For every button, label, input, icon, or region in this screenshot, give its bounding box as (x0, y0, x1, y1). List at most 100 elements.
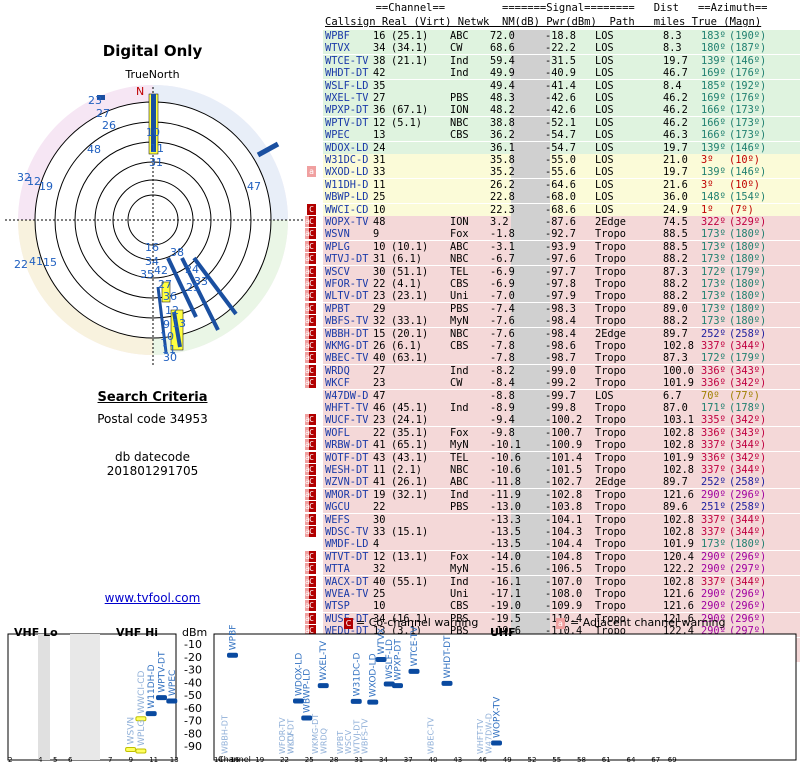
table-row[interactable]: WOPX-TV 48 ION 3.2 -87.6 2Edge 74.5 322º (329º) C… (305, 216, 800, 228)
table-row[interactable]: WBEC-TV 40 (63.1) -7.8 -98.7 Tropo 87.3 172º (17… (305, 352, 800, 365)
svg-text:32: 32 (17, 171, 31, 184)
table-row[interactable]: WPXP-DT 36 (67.1) ION 48.2 -42.6 LOS 46.2 166º (1… (305, 104, 800, 117)
table-row[interactable]: WXOD-LD 33 35.2 -55.6 LOS 19.7 139º (146º) a (305, 166, 800, 179)
table-row[interactable]: WTSP 10 CBS -19.0 -109.9 Tropo 121.6 290º (296º)… (305, 600, 800, 613)
cell-mag: (176º) (729, 92, 767, 104)
cell-real: 30 (373, 265, 386, 278)
table-row[interactable]: W47DW-D 47 -8.8 -99.7 LOS 6.7 70º (77º) (305, 389, 800, 402)
cell-virt: (67.1) (391, 104, 429, 117)
table-row[interactable]: WZVN-DT 41 (26.1) ABC -11.8 -102.7 2Edge 89.7 25… (305, 476, 800, 489)
table-row[interactable]: WPEC 13 CBS 36.2 -54.7 LOS 46.3 166º (173º) (305, 129, 800, 142)
table-row[interactable]: WSLF-LD 35 49.4 -41.4 LOS 8.4 185º (192º) (305, 79, 800, 92)
cell-path: 2Edge (595, 216, 626, 228)
cell-mag: (180º) (729, 240, 767, 253)
table-row[interactable]: WKMG-DT 26 (6.1) CBS -7.8 -98.6 Tropo 102.8 337º… (305, 340, 800, 352)
cell-nm: 48.2 (490, 104, 515, 117)
table-row[interactable]: WBFS-TV 32 (33.1) MyN -7.6 -98.4 Tropo 88.2 173º… (305, 315, 800, 328)
cell-az: 166º (701, 129, 726, 142)
table-row[interactable]: W31DC-D 31 35.8 -55.0 LOS 21.0 3º (10º) (305, 154, 800, 166)
table-row[interactable]: WPTV-DT 12 (5.1) NBC 38.8 -52.1 LOS 46.2 166º (17… (305, 116, 800, 129)
cell-nm: -7.8 (490, 340, 515, 352)
signal-marker (125, 746, 137, 752)
table-row[interactable]: WDSC-TV 33 (15.1) -13.5 -104.3 Tropo 102.8 337º… (305, 526, 800, 538)
table-row[interactable]: WDOX-LD 24 36.1 -54.7 LOS 19.7 139º (146º) (305, 141, 800, 154)
weak-signal-label: WKCF (286, 731, 295, 754)
cell-mag: (258º) (729, 327, 767, 340)
cell-pwr: -97.6 (545, 253, 576, 266)
signal-label: WHDT-DT (443, 635, 453, 678)
weak-signal-label: WKMG-DT (311, 714, 320, 754)
table-row[interactable]: WPLG 10 (10.1) ABC -3.1 -93.9 Tropo 88.5 173º (18… (305, 240, 800, 253)
table-row[interactable]: WTCE-TV 38 (21.1) Ind 59.4 -31.5 LOS 19.7 139º (1… (305, 54, 800, 67)
table-row[interactable]: WHDT-DT 42 Ind 49.9 -40.9 LOS 46.7 169º (176º) (305, 67, 800, 80)
table-row[interactable]: WMDF-LD 4 -13.5 -104.4 Tropo 101.9 173º (180º) (305, 538, 800, 551)
table-row[interactable]: WRBW-DT 41 (65.1) MyN -10.1 -100.9 Tropo 102.8 3… (305, 439, 800, 452)
cell-nm: -11.9 (490, 488, 521, 501)
table-row[interactable]: WFOR-TV 22 (4.1) CBS -6.9 -97.8 Tropo 88.2 173º(… (305, 278, 800, 290)
svg-text:48: 48 (87, 143, 101, 156)
cell-nm: -13.3 (490, 513, 521, 526)
table-row[interactable]: WTTA 32 MyN -15.6 -106.5 Tropo 122.2 290º (297º)… (305, 563, 800, 576)
cell-az: 336º (701, 364, 726, 377)
cell-dist: 102.8 (663, 439, 694, 452)
cell-mag: (329º) (729, 216, 767, 228)
channel-warning-icon: C (307, 526, 316, 537)
table-row[interactable]: WOFL 22 (35.1) Fox -9.8 -100.7 Tropo 102.8 336º(… (305, 426, 800, 439)
table-row[interactable]: WGCU 22 PBS -13.0 -103.8 Tropo 89.6 251º (258º) C… (305, 501, 800, 514)
table-row[interactable]: W11DH-D 11 26.2 -64.6 LOS 21.6 3º (10º) (305, 178, 800, 191)
cell-dist: 46.7 (663, 67, 688, 80)
table-row[interactable]: WACX-DT 40 (55.1) Ind -16.1 -107.0 Tropo 102.8 3… (305, 575, 800, 588)
table-row[interactable]: WTVX 34 (34.1) CW 68.6 -22.2 LOS 8.3 180º (187º) (305, 42, 800, 55)
table-row[interactable]: WXEL-TV 27 PBS 48.3 -42.6 LOS 46.2 169º (176º) (305, 92, 800, 104)
cell-pwr: -40.9 (545, 67, 576, 80)
table-row[interactable]: WESH-DT 11 (2.1) NBC -10.6 -101.5 Tropo 102.8 33… (305, 464, 800, 476)
table-row[interactable]: WTVT-DT 12 (13.1) Fox -14.0 -104.8 Tropo 120.4 2… (305, 550, 800, 563)
cell-real: 25 (373, 191, 386, 204)
cell-az: 169º (701, 92, 726, 104)
site-link[interactable]: www.tvfool.com (104, 591, 201, 605)
cell-dist: 121.6 (663, 600, 694, 613)
adjacent-warning-icon: a (305, 228, 310, 240)
cell-call: WESH-DT (325, 464, 369, 476)
table-row[interactable]: WBBH-DT 15 (20.1) NBC -7.6 -98.4 2Edge 89.7 252º… (305, 327, 800, 340)
table-row[interactable]: WHFT-TV 46 (45.1) Ind -8.9 -99.8 Tropo 87.0 171º… (305, 402, 800, 414)
cell-nm: -10.6 (490, 451, 521, 464)
table-row[interactable]: WLTV-DT 23 (23.1) Uni -7.0 -97.9 Tropo 88.2 173º… (305, 290, 800, 303)
svg-text:35: 35 (140, 268, 154, 281)
signal-marker (166, 698, 178, 704)
cell-path: Tropo (595, 451, 626, 464)
table-row[interactable]: WBWP-LD 25 22.8 -68.0 LOS 36.0 148º (154º) (305, 191, 800, 204)
table-row[interactable]: WSCV 30 (51.1) TEL -6.9 -97.7 Tropo 87.3 172º (17… (305, 265, 800, 278)
cell-net: ION (450, 216, 469, 228)
cell-pwr: -98.3 (545, 302, 576, 315)
table-row[interactable]: WUCF-TV 23 (24.1) -9.4 -100.2 Tropo 103.1 335º(… (305, 414, 800, 427)
table-row[interactable]: WPBF 16 (25.1) ABC 72.0 -18.8 LOS 8.3 183º (190º) (305, 30, 800, 42)
cell-mag: (344º) (729, 439, 767, 452)
cell-call: WOFL (325, 426, 350, 439)
table-row[interactable]: WOTF-DT 43 (43.1) TEL -10.6 -101.4 Tropo 101.9 3… (305, 451, 800, 464)
cell-path: Tropo (595, 340, 626, 352)
table-row[interactable]: WTVJ-DT 31 (6.1) NBC -6.7 -97.6 Tropo 88.2 173º(… (305, 253, 800, 266)
cell-real: 22 (373, 501, 386, 514)
cell-net: TEL (450, 265, 469, 278)
cell-virt: (5.1) (391, 116, 422, 129)
table-row[interactable]: WWCI-CD 10 22.3 -68.6 LOS 24.9 1º (7º) C (305, 203, 800, 216)
adjacent-warning-icon: a (305, 253, 310, 265)
cell-az: 169º (701, 67, 726, 80)
cell-path: LOS (595, 389, 614, 402)
cell-real: 47 (373, 389, 386, 402)
x-tick-label: 6 (68, 756, 73, 764)
table-row[interactable]: WVEA-TV 25 Uni -17.1 -108.0 Tropo 121.6 290º (29… (305, 588, 800, 600)
x-tick-label: 2 (8, 756, 12, 764)
x-tick-label: 69 (668, 756, 677, 764)
cell-virt: (34.1) (391, 42, 429, 55)
table-row[interactable]: WMOR-DT 19 (32.1) Ind -11.9 -102.8 Tropo 121.6 2… (305, 488, 800, 501)
cell-dist: 121.6 (663, 488, 694, 501)
adjacent-warning-icon: a (305, 278, 310, 289)
x-tick-label: 7 (108, 756, 112, 764)
